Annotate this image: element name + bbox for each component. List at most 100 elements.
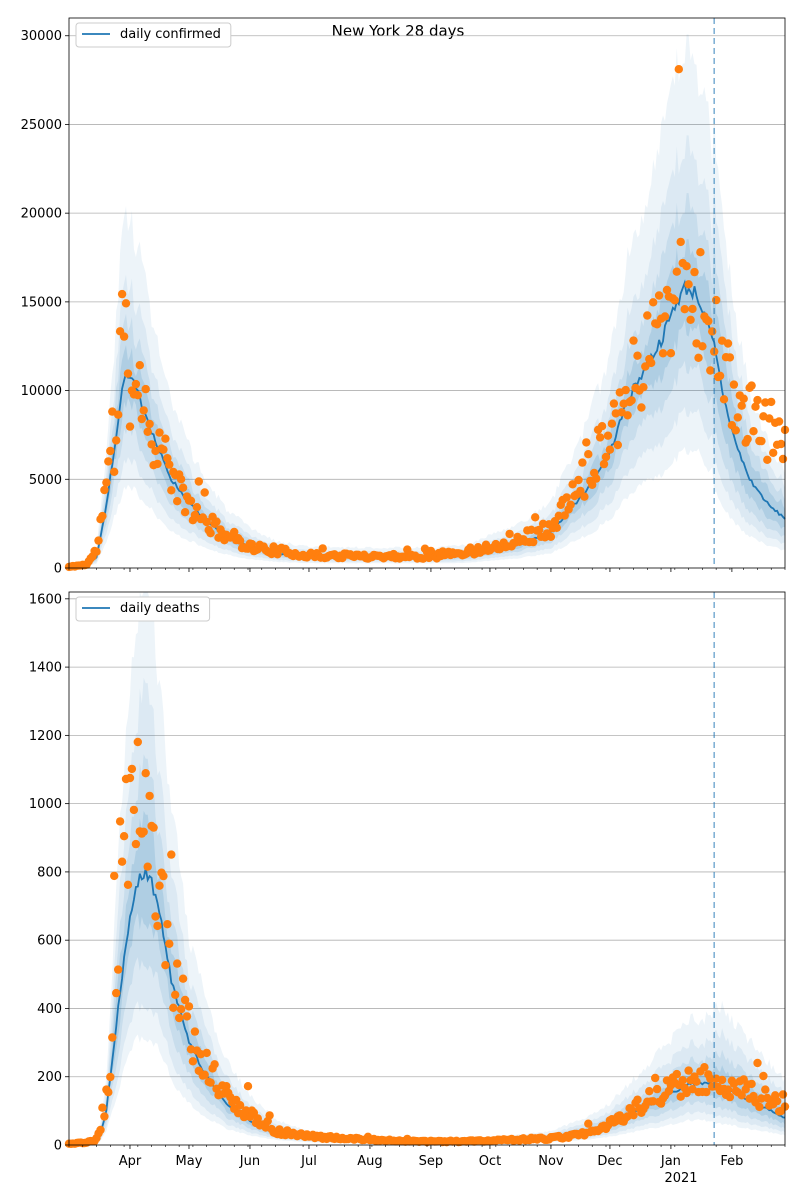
deaths-observed-point bbox=[652, 1084, 662, 1094]
deaths-observed-point bbox=[706, 1074, 715, 1083]
confirmed-observed-point bbox=[580, 492, 589, 501]
confirmed-observed-point bbox=[662, 285, 672, 295]
confirmed-observed-point bbox=[92, 547, 101, 556]
confirmed-observed-point bbox=[672, 267, 681, 276]
confirmed-observed-point bbox=[505, 529, 514, 539]
confirmed-observed-point bbox=[725, 353, 735, 362]
confirmed-observed-point bbox=[609, 399, 619, 408]
figure-title: New York 28 days bbox=[332, 22, 465, 40]
deaths-x-axis: Apr May Jun Jul Aug Sep Oct Nov Dec Jan Feb bbox=[68, 1145, 786, 1169]
confirmed-legend: daily confirmed bbox=[75, 22, 232, 48]
confirmed-band-2 bbox=[69, 193, 785, 568]
deaths-observed-point bbox=[239, 1112, 249, 1122]
deaths-observed-point bbox=[684, 1066, 693, 1075]
deaths-observed-point bbox=[169, 1003, 178, 1012]
deaths-observed-point bbox=[253, 1114, 262, 1123]
confirmed-observed-point bbox=[603, 431, 613, 440]
deaths-observed-point bbox=[702, 1087, 711, 1097]
deaths-observed-point bbox=[778, 1090, 788, 1099]
confirmed-observed-point bbox=[230, 527, 239, 537]
confirmed-observed-point bbox=[708, 327, 717, 336]
deaths-ytick-label: 1400 bbox=[29, 661, 62, 676]
confirmed-observed-point bbox=[680, 305, 689, 314]
confirmed-observed-point bbox=[133, 391, 142, 400]
deaths-observed-point bbox=[153, 921, 162, 931]
deaths-observed-point bbox=[717, 1075, 727, 1085]
confirmed-observed-point bbox=[206, 529, 215, 538]
xtick-label-month: Apr bbox=[119, 1154, 142, 1169]
confirmed-observed-point bbox=[774, 417, 784, 426]
confirmed-y-axis: 0 5000 10000 15000 20000 25000 30000 bbox=[21, 29, 69, 577]
confirmed-ytick-label: 10000 bbox=[21, 384, 62, 399]
confirmed-observed-point bbox=[318, 544, 327, 553]
confirmed-observed-point bbox=[568, 480, 577, 489]
deaths-observed-point bbox=[678, 1076, 687, 1085]
deaths-observed-point bbox=[133, 737, 142, 747]
xtick-label-month: May bbox=[176, 1154, 203, 1169]
confirmed-observed-point bbox=[643, 311, 652, 320]
deaths-observed-point bbox=[110, 871, 119, 881]
deaths-observed-point bbox=[651, 1073, 660, 1083]
deaths-legend-box bbox=[75, 596, 211, 622]
confirmed-ytick-label: 15000 bbox=[21, 295, 62, 310]
deaths-legend: daily deaths bbox=[75, 596, 211, 622]
confirmed-observed-point bbox=[98, 511, 107, 521]
deaths-panel: 0 200 400 600 800 1000 1200 1400 1600 Apr May Jun J… bbox=[29, 591, 790, 1186]
confirmed-observed-point bbox=[161, 434, 170, 443]
xtick-label-month: Sep bbox=[419, 1154, 444, 1169]
confirmed-observed-point bbox=[637, 403, 646, 412]
confirmed-observed-point bbox=[599, 459, 609, 469]
deaths-ytick-label: 600 bbox=[37, 934, 62, 949]
confirmed-ytick-label: 30000 bbox=[21, 29, 62, 44]
xtick-label-month: Aug bbox=[357, 1154, 382, 1169]
confirmed-observed-point bbox=[763, 455, 772, 464]
confirmed-observed-point bbox=[137, 414, 146, 424]
deaths-observed-point bbox=[151, 912, 160, 921]
deaths-observed-point bbox=[129, 805, 139, 815]
confirmed-observed-point bbox=[178, 483, 188, 492]
deaths-observed-point bbox=[692, 1077, 701, 1086]
confirmed-observed-point bbox=[688, 304, 697, 314]
deaths-observed-point bbox=[759, 1071, 768, 1081]
confirmed-observed-point bbox=[180, 508, 190, 517]
deaths-ytick-label: 0 bbox=[54, 1139, 62, 1154]
confirmed-legend-label: daily confirmed bbox=[120, 27, 221, 42]
confirmed-panel: 0 5000 10000 15000 20000 25000 30000 daily con… bbox=[21, 17, 790, 577]
confirmed-observed-point bbox=[733, 413, 742, 422]
confirmed-observed-point bbox=[578, 458, 587, 467]
deaths-observed-point bbox=[100, 1112, 109, 1121]
deaths-y-axis: 0 200 400 600 800 1000 1200 1400 1600 bbox=[29, 592, 69, 1154]
xtick-label-month: Dec bbox=[597, 1154, 622, 1169]
confirmed-observed-point bbox=[595, 433, 605, 442]
deaths-observed-point bbox=[171, 990, 180, 999]
confirmed-observed-point bbox=[163, 454, 172, 463]
confirmed-observed-point bbox=[153, 459, 162, 469]
deaths-band-1 bbox=[69, 810, 785, 1145]
xtick-label-month: Feb bbox=[720, 1154, 743, 1169]
confirmed-observed-point bbox=[658, 349, 668, 358]
confirmed-observed-point bbox=[690, 267, 699, 277]
confirmed-observed-point bbox=[749, 427, 758, 436]
deaths-observed-point bbox=[772, 1096, 782, 1106]
confirmed-observed-point bbox=[200, 488, 209, 497]
confirmed-observed-point bbox=[623, 411, 632, 420]
deaths-observed-point bbox=[723, 1085, 733, 1094]
deaths-observed-point bbox=[210, 1060, 219, 1069]
deaths-band-3 bbox=[69, 677, 785, 1145]
deaths-uncertainty-bands bbox=[69, 592, 785, 1145]
deaths-band-2 bbox=[69, 754, 785, 1145]
confirmed-observed-point bbox=[123, 369, 133, 378]
confirmed-observed-point bbox=[574, 475, 583, 485]
confirmed-observed-point bbox=[173, 497, 182, 506]
confirmed-observed-point bbox=[704, 316, 713, 326]
deaths-observed-point bbox=[145, 791, 154, 801]
confirmed-observed-point bbox=[601, 452, 611, 462]
deaths-observed-point bbox=[629, 1111, 638, 1120]
confirmed-observed-point bbox=[139, 406, 148, 415]
confirmed-observed-point bbox=[627, 396, 636, 405]
confirmed-observed-point bbox=[654, 291, 664, 300]
deaths-observed-point bbox=[173, 959, 182, 968]
confirmed-observed-point bbox=[613, 440, 622, 450]
confirmed-observed-point bbox=[731, 426, 740, 435]
confirmed-observed-point bbox=[100, 485, 109, 495]
